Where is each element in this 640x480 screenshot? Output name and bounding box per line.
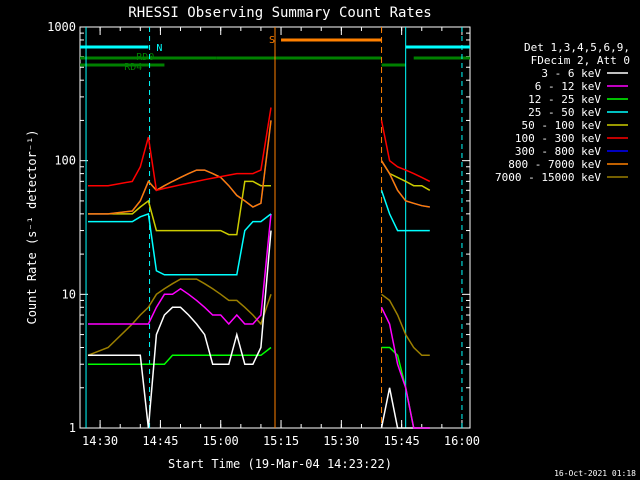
x-tick-label: 15:15 <box>263 434 299 448</box>
legend-entry-label: 50 - 100 keV <box>522 119 602 132</box>
chart-title: RHESSI Observing Summary Count Rates <box>128 5 431 21</box>
legend-entry-label: 7000 - 15000 keV <box>495 171 601 184</box>
series-line <box>88 230 272 429</box>
flag-rd4-label: RD4 <box>124 62 142 73</box>
x-tick-label: 15:45 <box>384 434 420 448</box>
x-tick-label: 16:00 <box>444 434 480 448</box>
legend-entry-label: 12 - 25 keV <box>528 93 601 106</box>
y-tick-label: 100 <box>54 154 76 168</box>
series-line <box>87 278 272 356</box>
x-tick-label: 15:30 <box>323 434 359 448</box>
flag-s-label: S <box>269 35 275 46</box>
flag-n-label: N <box>156 43 162 54</box>
series-line <box>380 190 430 232</box>
legend-entry-label: 100 - 300 keV <box>515 132 601 145</box>
y-axis: 1 10 100 1000 <box>47 20 470 435</box>
series-line <box>88 212 272 276</box>
legend-entry-label: 25 - 50 keV <box>528 106 601 119</box>
y-axis-label: Count Rate (s⁻¹ detector⁻¹) <box>25 129 39 324</box>
y-tick-label: 10 <box>62 287 76 301</box>
legend-entry-label: 800 - 7000 keV <box>508 158 601 171</box>
timestamp: 16-Oct-2021 01:18 <box>554 469 636 478</box>
x-tick-label: 14:45 <box>142 434 178 448</box>
legend-entry-label: 300 - 800 keV <box>515 145 601 158</box>
x-axis-label: Start Time (19-Mar-04 14:23:22) <box>168 457 392 471</box>
legend-header: Det 1,3,4,5,6,9, <box>524 41 630 54</box>
series-lines <box>87 107 431 429</box>
series-line <box>380 306 430 429</box>
series-line <box>381 293 430 357</box>
y-tick-label: 1000 <box>47 20 76 34</box>
series-line <box>88 180 271 236</box>
series-line <box>88 120 272 215</box>
legend-entry-label: 3 - 6 keV <box>541 67 601 80</box>
x-tick-label: 14:30 <box>82 434 118 448</box>
series-line <box>380 160 430 208</box>
x-tick-label: 15:00 <box>203 434 239 448</box>
x-axis: 14:30 14:45 15:00 15:15 15:30 15:45 16:00 <box>82 27 480 448</box>
legend-header: FDecim 2, Att 0 <box>531 54 630 67</box>
series-line <box>88 107 272 192</box>
legend-entry-label: 6 - 12 keV <box>535 80 602 93</box>
y-tick-label: 1 <box>69 421 76 435</box>
series-line <box>88 213 272 326</box>
flag-rd0-label: RD0 <box>136 52 154 63</box>
series-line <box>380 120 431 183</box>
legend: Det 1,3,4,5,6,9,FDecim 2, Att 03 - 6 keV… <box>495 41 630 184</box>
